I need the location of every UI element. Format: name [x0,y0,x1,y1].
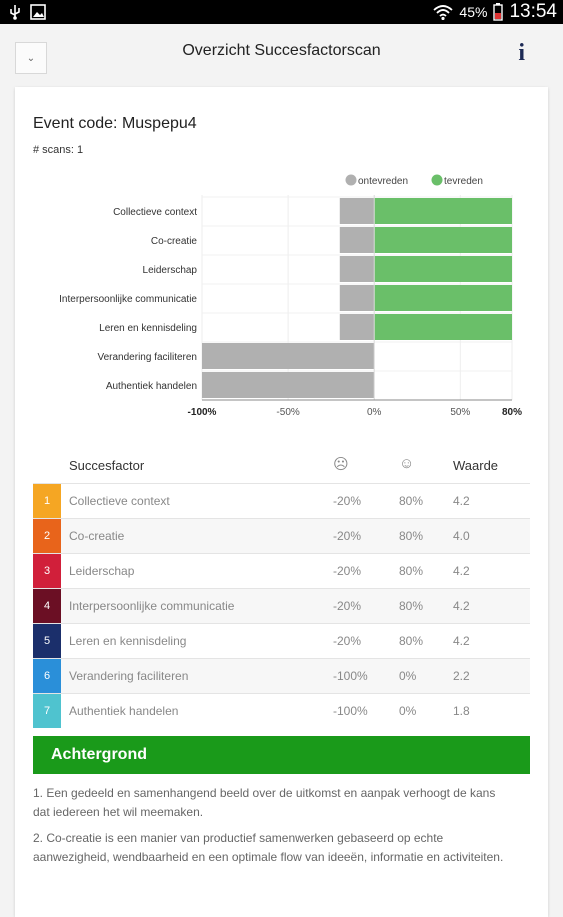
row-tevreden: 80% [399,494,424,508]
category-label: Leren en kennisdeling [99,323,197,334]
bar-ontevreden [339,198,375,224]
bar-ontevreden [339,285,375,311]
bar-ontevreden [202,343,375,369]
row-name: Co-creatie [69,529,125,543]
category-label: Authentiek handelen [106,381,197,392]
info-button[interactable]: i [518,40,525,66]
chevron-down-icon: ⌄ [26,52,36,64]
category-label: Collectieve context [113,207,197,218]
row-tevreden: 80% [399,634,424,648]
app-bar: ⌄ Overzicht Succesfactorscan i [0,24,563,84]
dropdown-menu-button[interactable]: ⌄ [15,42,47,74]
legend-label: ontevreden [358,176,408,187]
sad-face-icon: ☹ [333,456,349,473]
table-header: Succesfactor ☹ ☺ Waarde [33,449,530,483]
x-tick-label: -50% [276,407,299,417]
row-tevreden: 0% [399,704,417,718]
bar-ontevreden [339,227,375,253]
row-waarde: 4.0 [453,529,470,543]
bar-tevreden [374,314,512,340]
achtergrond-paragraph-1: 1. Een gedeeld en samenhangend beeld ove… [33,786,496,819]
happy-face-icon: ☺ [399,455,415,472]
wifi-icon [433,5,454,20]
bar-ontevreden [202,372,375,398]
row-waarde: 4.2 [453,634,470,648]
bar-tevreden [374,198,512,224]
legend-label: tevreden [444,176,483,187]
row-waarde: 2.2 [453,669,470,683]
column-header-succesfactor: Succesfactor [69,458,145,473]
row-ontevreden: -20% [333,494,362,508]
row-tevreden: 0% [399,669,417,683]
row-name: Leiderschap [69,564,135,578]
bar-tevreden [374,256,512,282]
scan-count: # scans: 1 [33,144,84,156]
row-number-badge: 5 [33,624,61,658]
category-label: Co-creatie [151,236,198,247]
row-number-badge: 4 [33,589,61,623]
row-ontevreden: -100% [333,704,368,718]
bar-ontevreden [339,314,375,340]
x-tick-label: 80% [502,407,522,417]
bar-tevreden [374,285,512,311]
column-header-waarde: Waarde [453,458,499,473]
category-label: Verandering faciliteren [97,352,197,363]
bar-tevreden [374,227,512,253]
achtergrond-paragraph-2: 2. Co-creatie is een manier van producti… [33,831,504,864]
row-tevreden: 80% [399,564,424,578]
row-number-badge: 3 [33,554,61,588]
row-waarde: 4.2 [453,494,470,508]
row-number-badge: 1 [33,484,61,518]
x-tick-label: 50% [450,407,470,417]
row-name: Authentiek handelen [69,704,179,718]
table-row: 2 Co-creatie -20% 80% 4.0 [33,518,530,553]
category-label: Interpersoonlijke communicatie [59,294,197,305]
row-number-badge: 2 [33,519,61,553]
table-row: 5 Leren en kennisdeling -20% 80% 4.2 [33,623,530,658]
usb-icon [10,5,20,20]
row-tevreden: 80% [399,599,424,613]
battery-icon [493,3,504,21]
row-waarde: 4.2 [453,599,470,613]
table-row: 4 Interpersoonlijke communicatie -20% 80% 4.… [33,588,530,623]
bar-ontevreden [339,256,375,282]
row-number-badge: 6 [33,659,61,693]
table-row: 1 Collectieve context -20% 80% 4.2 [33,483,530,518]
row-number-badge: 7 [33,694,61,728]
row-ontevreden: -20% [333,529,362,543]
x-tick-label: -100% [188,407,217,417]
succesfactor-table: Succesfactor ☹ ☺ Waarde 1 Collectieve con… [33,449,530,728]
legend-swatch [345,174,357,186]
page-title: Overzicht Succesfactorscan [182,42,381,59]
row-name: Interpersoonlijke communicatie [69,599,235,613]
row-name: Collectieve context [69,494,170,508]
event-code: Event code: Muspepu4 [33,115,197,132]
table-row: 6 Verandering faciliteren -100% 0% 2.2 [33,658,530,693]
succesfactor-bar-chart: ontevreden tevreden Collectieve context Co-… [59,174,522,417]
legend-swatch [431,174,443,186]
clock: 13:54 [509,1,557,22]
x-tick-label: 0% [367,407,382,417]
row-ontevreden: -20% [333,634,362,648]
image-icon [30,4,46,20]
table-row: 7 Authentiek handelen -100% 0% 1.8 [33,693,530,728]
row-name: Verandering faciliteren [69,669,189,683]
row-tevreden: 80% [399,529,424,543]
achtergrond-header: Achtergrond [33,736,530,774]
row-ontevreden: -20% [333,599,362,613]
row-name: Leren en kennisdeling [69,634,187,648]
row-waarde: 1.8 [453,704,470,718]
category-label: Leiderschap [143,265,198,276]
row-ontevreden: -100% [333,669,368,683]
row-ontevreden: -20% [333,564,362,578]
results-card: Event code: Muspepu4 # scans: 1 ontevred… [15,87,548,917]
battery-percentage: 45% [459,4,488,20]
table-row: 3 Leiderschap -20% 80% 4.2 [33,553,530,588]
status-bar: 45% 13:54 [0,0,563,24]
row-waarde: 4.2 [453,564,470,578]
